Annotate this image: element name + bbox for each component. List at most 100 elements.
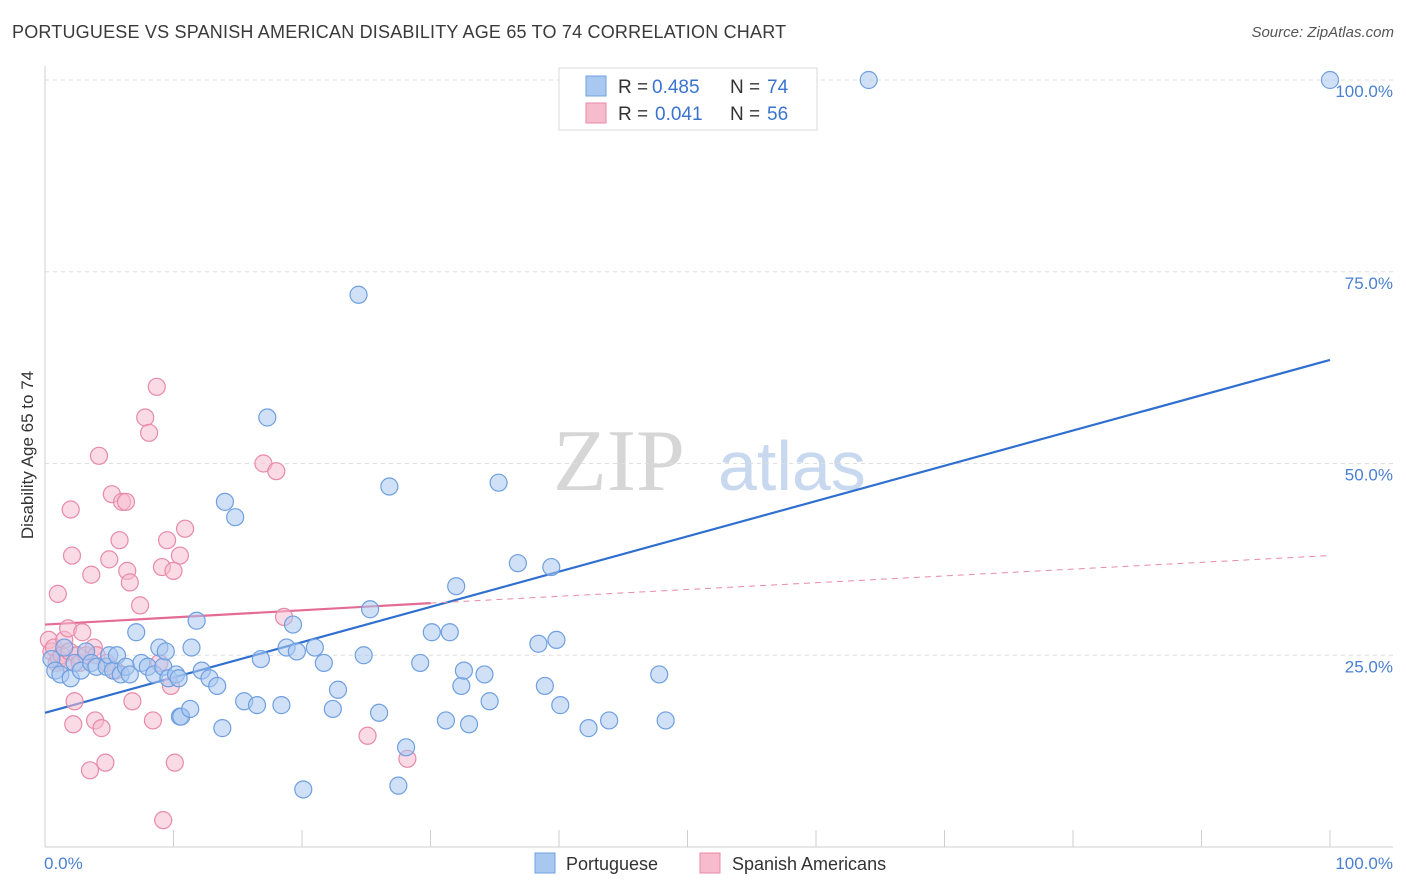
spanish-point-40	[143, 711, 163, 730]
bottom-legend-swatch-spanish	[699, 852, 721, 874]
legend-swatch-portuguese	[585, 75, 607, 97]
x-tick-label-0: 0.0%	[44, 854, 83, 873]
portuguese-point-50	[328, 680, 348, 699]
portuguese-point-64	[454, 661, 474, 680]
watermark-atlas: atlas	[718, 427, 866, 505]
portuguese-point-56	[389, 776, 408, 795]
portuguese-point-31	[187, 611, 206, 630]
portuguese-point-41	[258, 408, 277, 427]
legend-swatch-spanish	[585, 102, 607, 124]
portuguese-points	[42, 70, 1340, 799]
portuguese-point-51	[349, 285, 368, 304]
watermark-zip: ZIP	[553, 413, 685, 510]
portuguese-point-67	[480, 692, 499, 711]
legend-n-label-2: N =	[730, 104, 760, 125]
bottom-legend: Portuguese Spanish Americans	[534, 852, 886, 874]
portuguese-point-78	[656, 711, 675, 730]
trend-line-portuguese	[44, 358, 1331, 714]
portuguese-point-65	[459, 715, 479, 734]
y-tick-label-2: 75.0%	[1345, 274, 1393, 293]
portuguese-point-35	[213, 719, 232, 738]
bottom-legend-portuguese: Portuguese	[566, 854, 658, 874]
legend-n-value-1: 74	[767, 77, 789, 98]
portuguese-point-76	[600, 711, 619, 730]
spanish-point-13	[64, 715, 83, 734]
gridlines	[45, 79, 1393, 656]
portuguese-point-26	[169, 669, 188, 688]
legend-r-label-1: R =	[618, 77, 648, 98]
spanish-point-28	[100, 550, 119, 569]
portuguese-point-16	[120, 665, 139, 684]
bottom-legend-spanish: Spanish Americans	[732, 854, 886, 874]
portuguese-point-69	[508, 554, 527, 573]
portuguese-point-36	[215, 492, 234, 511]
portuguese-point-58	[411, 653, 430, 673]
portuguese-point-3	[55, 638, 74, 657]
portuguese-point-62	[447, 577, 466, 596]
trend-line-spanish-extension	[430, 555, 1331, 604]
spanish-point-25	[92, 719, 111, 738]
portuguese-point-60	[436, 711, 456, 730]
portuguese-point-71	[535, 676, 554, 696]
legend-r-value-1: 0.485	[652, 77, 700, 98]
portuguese-point-72	[542, 557, 561, 577]
portuguese-point-29	[181, 699, 200, 719]
portuguese-point-68	[489, 473, 508, 492]
y-tick-label-1: 50.0%	[1345, 466, 1393, 485]
portuguese-point-40	[251, 649, 270, 669]
spanish-point-31	[110, 531, 129, 550]
axes	[44, 66, 1393, 848]
spanish-point-33	[116, 492, 136, 511]
spanish-point-45	[157, 531, 177, 550]
portuguese-point-49	[323, 699, 342, 719]
portuguese-point-77	[650, 665, 669, 684]
portuguese-point-48	[314, 653, 333, 673]
portuguese-point-57	[396, 738, 416, 757]
tick-labels: 25.0% 50.0% 75.0% 100.0% 0.0% 100.0%	[44, 82, 1393, 873]
portuguese-point-44	[283, 615, 303, 634]
spanish-point-47	[170, 546, 190, 565]
portuguese-point-80	[1320, 70, 1340, 90]
spanish-point-49	[165, 753, 184, 772]
portuguese-point-53	[361, 600, 380, 619]
portuguese-point-46	[294, 780, 313, 799]
portuguese-point-37	[226, 508, 245, 527]
portuguese-point-75	[579, 719, 598, 738]
portuguese-point-55	[380, 477, 399, 496]
source-label: Source: ZipAtlas.com	[1251, 24, 1394, 41]
bottom-legend-swatch-portuguese	[534, 852, 556, 874]
portuguese-point-42	[272, 696, 291, 715]
spanish-points	[39, 377, 417, 830]
portuguese-point-70	[529, 634, 548, 653]
spanish-point-17	[73, 623, 92, 642]
portuguese-point-63	[452, 676, 471, 696]
spanish-point-55	[164, 561, 183, 580]
legend-r-value-2: 0.041	[655, 104, 703, 125]
portuguese-point-39	[247, 696, 267, 715]
y-axis-title: Disability Age 65 to 74	[18, 371, 37, 539]
spanish-point-53	[358, 726, 377, 745]
spanish-point-37	[130, 596, 150, 615]
spanish-point-35	[120, 573, 139, 592]
spanish-point-39	[139, 423, 159, 442]
spanish-point-11	[61, 500, 80, 519]
spanish-point-14	[65, 692, 84, 711]
trend-lines	[44, 358, 1331, 714]
portuguese-point-61	[440, 623, 459, 642]
portuguese-point-47	[305, 638, 324, 657]
portuguese-point-54	[370, 703, 389, 722]
legend-n-value-2: 56	[767, 104, 788, 125]
spanish-point-26	[96, 753, 115, 772]
portuguese-point-23	[156, 642, 175, 661]
portuguese-point-66	[475, 665, 494, 684]
x-tick-label-1: 100.0%	[1335, 854, 1393, 873]
y-tick-label-3: 100.0%	[1335, 82, 1393, 101]
portuguese-point-74	[551, 696, 570, 715]
legend-n-label-1: N =	[730, 77, 760, 98]
portuguese-point-79	[859, 70, 878, 90]
spanish-point-12	[62, 546, 82, 565]
spanish-point-20	[82, 565, 101, 584]
spanish-point-38	[136, 408, 155, 427]
legend-r-label-2: R =	[618, 104, 648, 125]
